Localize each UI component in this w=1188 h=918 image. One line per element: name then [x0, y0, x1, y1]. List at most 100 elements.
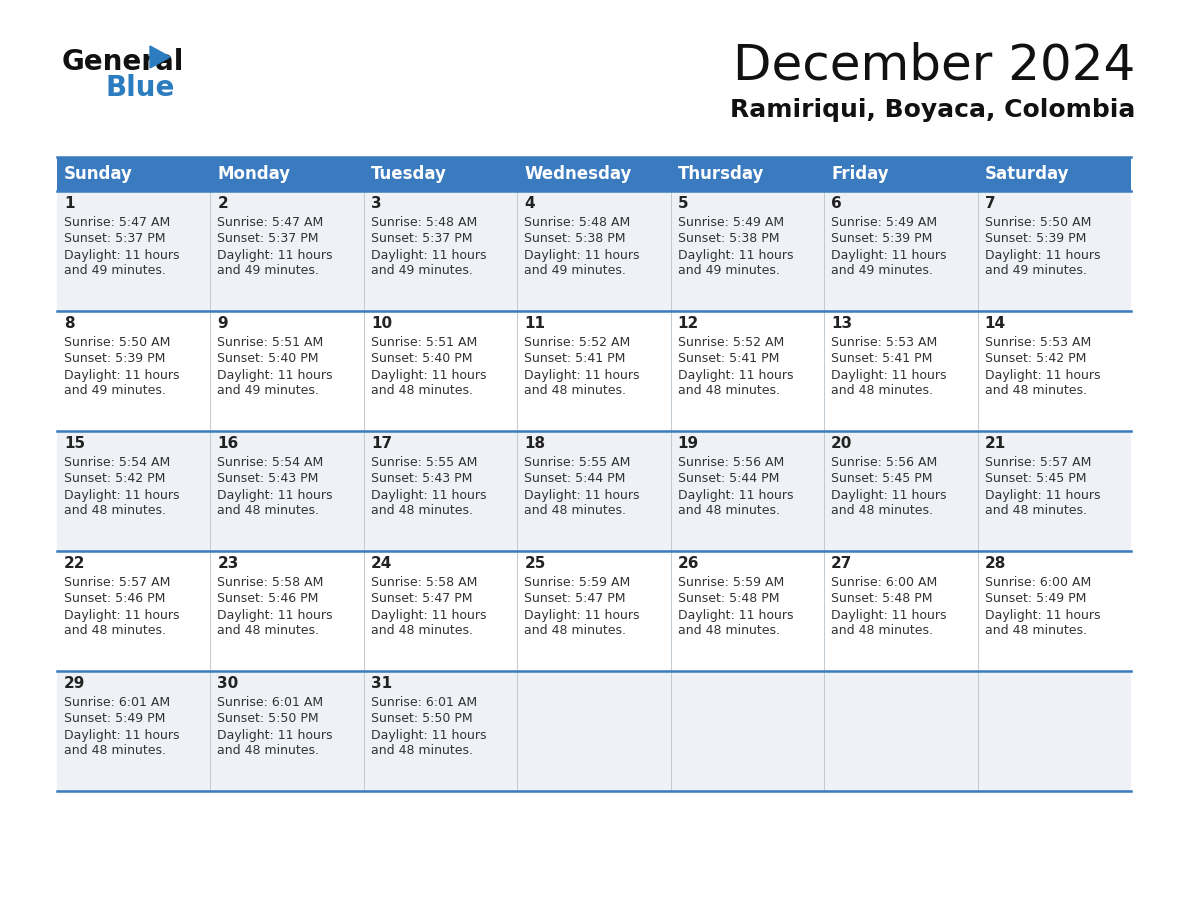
Text: Sunrise: 5:48 AM: Sunrise: 5:48 AM	[524, 217, 631, 230]
Text: Sunset: 5:43 PM: Sunset: 5:43 PM	[217, 473, 318, 486]
Bar	[364, 431, 517, 551]
Text: Daylight: 11 hours: Daylight: 11 hours	[985, 609, 1100, 621]
Text: Sunrise: 5:47 AM: Sunrise: 5:47 AM	[217, 217, 323, 230]
Text: Sunset: 5:42 PM: Sunset: 5:42 PM	[985, 353, 1086, 365]
Text: Sunrise: 5:59 AM: Sunrise: 5:59 AM	[524, 577, 631, 589]
Bar	[364, 191, 517, 311]
Text: Sunrise: 6:01 AM: Sunrise: 6:01 AM	[371, 697, 478, 710]
Text: Sunset: 5:48 PM: Sunset: 5:48 PM	[677, 592, 779, 606]
Bar	[978, 551, 1131, 671]
Bar	[57, 551, 210, 671]
Text: Sunset: 5:38 PM: Sunset: 5:38 PM	[524, 232, 626, 245]
Bar	[824, 157, 978, 191]
Text: Sunset: 5:43 PM: Sunset: 5:43 PM	[371, 473, 473, 486]
Text: and 49 minutes.: and 49 minutes.	[524, 264, 626, 277]
Text: December 2024: December 2024	[733, 41, 1135, 89]
Bar	[824, 311, 978, 431]
Text: Friday: Friday	[832, 165, 889, 183]
Text: Sunrise: 5:59 AM: Sunrise: 5:59 AM	[677, 577, 784, 589]
Text: Sunset: 5:47 PM: Sunset: 5:47 PM	[371, 592, 473, 606]
Text: Sunrise: 5:55 AM: Sunrise: 5:55 AM	[371, 456, 478, 469]
Text: Sunset: 5:46 PM: Sunset: 5:46 PM	[64, 592, 165, 606]
Text: 16: 16	[217, 436, 239, 452]
Bar	[978, 311, 1131, 431]
Text: Sunset: 5:50 PM: Sunset: 5:50 PM	[371, 712, 473, 725]
Text: Sunrise: 6:00 AM: Sunrise: 6:00 AM	[832, 577, 937, 589]
Text: Sunrise: 5:49 AM: Sunrise: 5:49 AM	[677, 217, 784, 230]
Text: Sunset: 5:42 PM: Sunset: 5:42 PM	[64, 473, 165, 486]
Text: Sunrise: 5:48 AM: Sunrise: 5:48 AM	[371, 217, 478, 230]
Bar	[57, 671, 210, 791]
Text: Daylight: 11 hours: Daylight: 11 hours	[217, 249, 333, 262]
Text: Sunrise: 5:54 AM: Sunrise: 5:54 AM	[64, 456, 170, 469]
Bar	[210, 431, 364, 551]
Text: 14: 14	[985, 317, 1006, 331]
Text: Sunrise: 6:01 AM: Sunrise: 6:01 AM	[64, 697, 170, 710]
Text: Daylight: 11 hours: Daylight: 11 hours	[371, 368, 486, 382]
Text: and 48 minutes.: and 48 minutes.	[64, 624, 166, 637]
Text: and 48 minutes.: and 48 minutes.	[217, 624, 320, 637]
Text: Daylight: 11 hours: Daylight: 11 hours	[832, 609, 947, 621]
Text: Sunrise: 5:53 AM: Sunrise: 5:53 AM	[832, 337, 937, 350]
Text: 8: 8	[64, 317, 75, 331]
Text: Thursday: Thursday	[677, 165, 764, 183]
Text: and 48 minutes.: and 48 minutes.	[371, 385, 473, 397]
Text: and 48 minutes.: and 48 minutes.	[677, 505, 779, 518]
Text: 19: 19	[677, 436, 699, 452]
Bar	[210, 157, 364, 191]
Bar	[210, 671, 364, 791]
Text: Sunrise: 5:49 AM: Sunrise: 5:49 AM	[832, 217, 937, 230]
Text: Sunset: 5:45 PM: Sunset: 5:45 PM	[985, 473, 1086, 486]
Bar	[978, 431, 1131, 551]
Text: Wednesday: Wednesday	[524, 165, 632, 183]
Text: Sunrise: 5:55 AM: Sunrise: 5:55 AM	[524, 456, 631, 469]
Text: and 48 minutes.: and 48 minutes.	[524, 505, 626, 518]
Text: Daylight: 11 hours: Daylight: 11 hours	[64, 729, 179, 742]
Text: Daylight: 11 hours: Daylight: 11 hours	[64, 488, 179, 501]
Text: Sunset: 5:45 PM: Sunset: 5:45 PM	[832, 473, 933, 486]
Text: Sunrise: 5:51 AM: Sunrise: 5:51 AM	[217, 337, 323, 350]
Text: Daylight: 11 hours: Daylight: 11 hours	[677, 488, 794, 501]
Bar	[671, 157, 824, 191]
Text: and 48 minutes.: and 48 minutes.	[371, 624, 473, 637]
Text: Sunrise: 5:52 AM: Sunrise: 5:52 AM	[524, 337, 631, 350]
Text: Daylight: 11 hours: Daylight: 11 hours	[524, 249, 640, 262]
Bar	[57, 311, 210, 431]
Text: Daylight: 11 hours: Daylight: 11 hours	[677, 249, 794, 262]
Text: Sunrise: 5:50 AM: Sunrise: 5:50 AM	[985, 217, 1091, 230]
Text: 26: 26	[677, 556, 700, 572]
Text: Sunset: 5:50 PM: Sunset: 5:50 PM	[217, 712, 320, 725]
Text: Sunset: 5:47 PM: Sunset: 5:47 PM	[524, 592, 626, 606]
Bar	[824, 431, 978, 551]
Text: and 48 minutes.: and 48 minutes.	[677, 624, 779, 637]
Text: 22: 22	[64, 556, 86, 572]
Text: Sunset: 5:40 PM: Sunset: 5:40 PM	[217, 353, 318, 365]
Text: Daylight: 11 hours: Daylight: 11 hours	[217, 609, 333, 621]
Text: Sunset: 5:39 PM: Sunset: 5:39 PM	[64, 353, 165, 365]
Text: 12: 12	[677, 317, 699, 331]
Text: and 48 minutes.: and 48 minutes.	[371, 505, 473, 518]
Bar	[671, 431, 824, 551]
Text: Sunset: 5:38 PM: Sunset: 5:38 PM	[677, 232, 779, 245]
Text: 1: 1	[64, 196, 75, 211]
Text: and 49 minutes.: and 49 minutes.	[985, 264, 1087, 277]
Text: Daylight: 11 hours: Daylight: 11 hours	[832, 488, 947, 501]
Text: Sunday: Sunday	[64, 165, 133, 183]
Text: and 48 minutes.: and 48 minutes.	[832, 624, 933, 637]
Bar	[824, 671, 978, 791]
Text: Sunrise: 5:52 AM: Sunrise: 5:52 AM	[677, 337, 784, 350]
Text: Daylight: 11 hours: Daylight: 11 hours	[371, 249, 486, 262]
Bar	[824, 551, 978, 671]
Text: Daylight: 11 hours: Daylight: 11 hours	[677, 609, 794, 621]
Text: 15: 15	[64, 436, 86, 452]
Text: Sunset: 5:40 PM: Sunset: 5:40 PM	[371, 353, 473, 365]
Text: Daylight: 11 hours: Daylight: 11 hours	[985, 249, 1100, 262]
Bar	[671, 551, 824, 671]
Text: Sunrise: 6:00 AM: Sunrise: 6:00 AM	[985, 577, 1091, 589]
Text: Sunset: 5:41 PM: Sunset: 5:41 PM	[832, 353, 933, 365]
Text: Saturday: Saturday	[985, 165, 1069, 183]
Text: Tuesday: Tuesday	[371, 165, 447, 183]
Bar	[210, 551, 364, 671]
Bar	[364, 551, 517, 671]
Bar	[57, 191, 210, 311]
